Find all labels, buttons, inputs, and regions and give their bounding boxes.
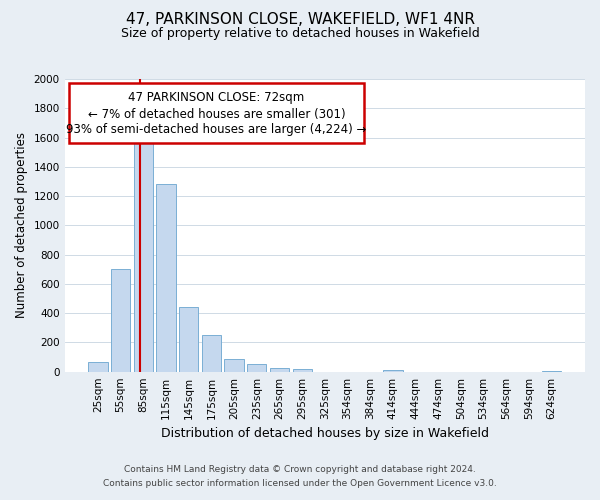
Text: 93% of semi-detached houses are larger (4,224) →: 93% of semi-detached houses are larger (… [66,124,367,136]
Text: Size of property relative to detached houses in Wakefield: Size of property relative to detached ho… [121,28,479,40]
Bar [383,370,403,372]
Bar [134,134,153,372]
Y-axis label: Number of detached properties: Number of detached properties [15,132,28,318]
Bar [202,335,221,372]
Bar [179,308,199,372]
Bar [224,358,244,372]
Text: ← 7% of detached houses are smaller (301): ← 7% of detached houses are smaller (301… [88,108,345,120]
Bar [88,362,107,372]
Bar [270,368,289,372]
Text: Contains HM Land Registry data © Crown copyright and database right 2024.
Contai: Contains HM Land Registry data © Crown c… [103,466,497,487]
Bar [111,269,130,372]
Bar [157,184,176,372]
Bar [293,369,312,372]
Text: 47, PARKINSON CLOSE, WAKEFIELD, WF1 4NR: 47, PARKINSON CLOSE, WAKEFIELD, WF1 4NR [125,12,475,28]
X-axis label: Distribution of detached houses by size in Wakefield: Distribution of detached houses by size … [161,427,489,440]
Bar [542,370,562,372]
Text: 47 PARKINSON CLOSE: 72sqm: 47 PARKINSON CLOSE: 72sqm [128,92,304,104]
Bar [247,364,266,372]
